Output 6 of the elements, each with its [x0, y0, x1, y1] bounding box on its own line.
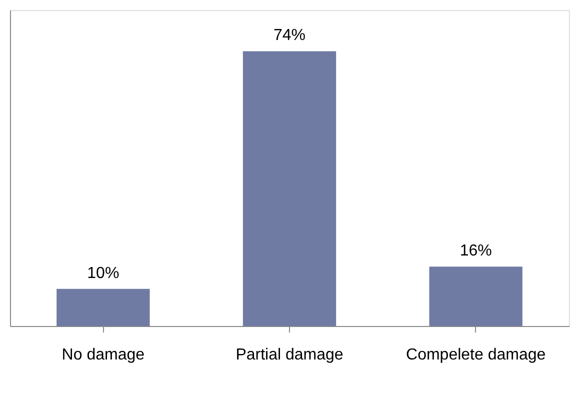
- data-label: 10%: [87, 264, 120, 282]
- data-label: 74%: [273, 27, 306, 44]
- x-tick-label: Partial damage: [236, 346, 344, 364]
- x-tick-label: Compelete damage: [406, 346, 546, 364]
- x-tick-label: No damage: [62, 346, 145, 364]
- data-label: 16%: [460, 242, 492, 260]
